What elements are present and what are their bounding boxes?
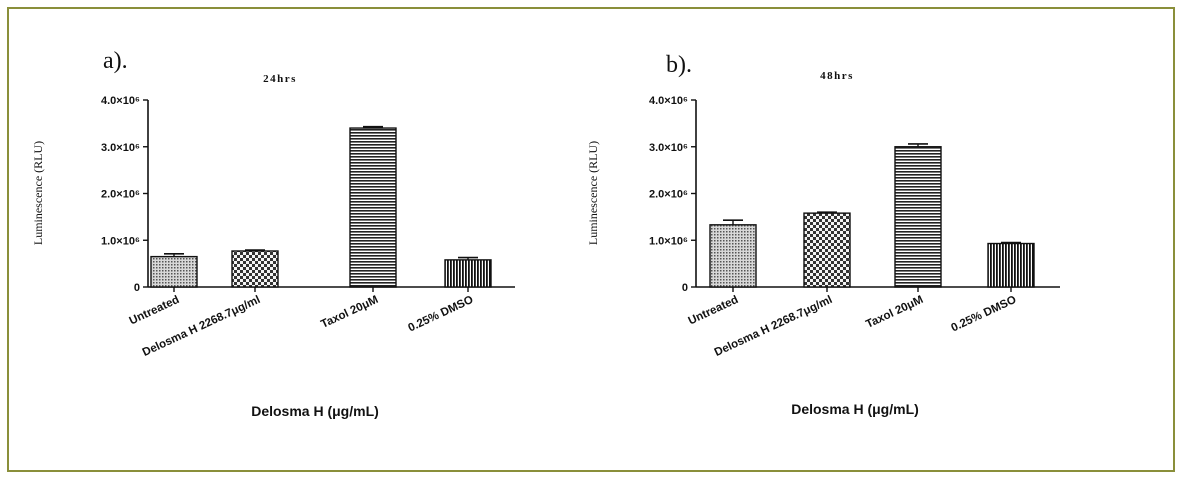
- panel-a-bar: [231, 250, 279, 288]
- panel-a-plot-area: 01.0×10⁶2.0×10⁶3.0×10⁶4.0×10⁶UntreatedDe…: [101, 95, 515, 359]
- panel-a-bar: [349, 127, 397, 288]
- panel-b-y-axis-title: Luminescence (RLU): [586, 141, 600, 245]
- panel-a-y-tick-label: 2.0×10⁶: [101, 189, 140, 201]
- panel-b: b). 48hrs Luminescence (RLU) Delosma H (…: [586, 52, 1060, 417]
- panel-b-bar: [803, 212, 851, 288]
- panel-a-y-tick-label: 0: [134, 282, 140, 294]
- panel-a: a). 24hrs Luminescence (RLU) Delosma H (…: [31, 48, 515, 419]
- panel-b-bar: [709, 224, 757, 288]
- panel-b-title: 48hrs: [820, 70, 854, 82]
- panel-b-bar: [987, 242, 1035, 288]
- panel-a-y-tick-label: 4.0×10⁶: [101, 95, 140, 107]
- panel-a-x-axis-title: Delosma H (μg/mL): [251, 403, 379, 419]
- panel-b-category-label: Untreated: [687, 294, 741, 328]
- panel-b-y-tick-label: 0: [682, 282, 688, 294]
- panel-a-label: a).: [103, 48, 128, 74]
- panel-b-y-tick-label: 3.0×10⁶: [649, 142, 688, 154]
- panel-a-y-tick-label: 3.0×10⁶: [101, 142, 140, 154]
- panel-a-bar: [444, 259, 492, 288]
- panel-b-category-label: Taxol 20μM: [864, 294, 925, 331]
- panel-b-x-axis-title: Delosma H (μg/mL): [791, 401, 919, 417]
- panel-a-category-label: Taxol 20μM: [319, 294, 380, 331]
- panel-b-y-tick-label: 1.0×10⁶: [649, 235, 688, 247]
- panel-b-label: b).: [666, 52, 692, 78]
- panel-b-category-label: 0.25% DMSO: [949, 294, 1018, 335]
- panel-b-y-tick-label: 2.0×10⁶: [649, 189, 688, 201]
- panel-a-y-axis-title: Luminescence (RLU): [31, 141, 45, 245]
- panel-b-plot-area: 01.0×10⁶2.0×10⁶3.0×10⁶4.0×10⁶UntreatedDe…: [649, 95, 1060, 359]
- panel-a-title: 24hrs: [263, 73, 297, 85]
- panel-a-bar: [150, 255, 198, 288]
- figure-border: [7, 7, 1175, 472]
- panel-a-category-label: Untreated: [128, 294, 182, 328]
- panel-a-category-label: 0.25% DMSO: [406, 294, 475, 335]
- panel-b-bar: [894, 146, 942, 288]
- panel-b-y-tick-label: 4.0×10⁶: [649, 95, 688, 107]
- panel-a-y-tick-label: 1.0×10⁶: [101, 235, 140, 247]
